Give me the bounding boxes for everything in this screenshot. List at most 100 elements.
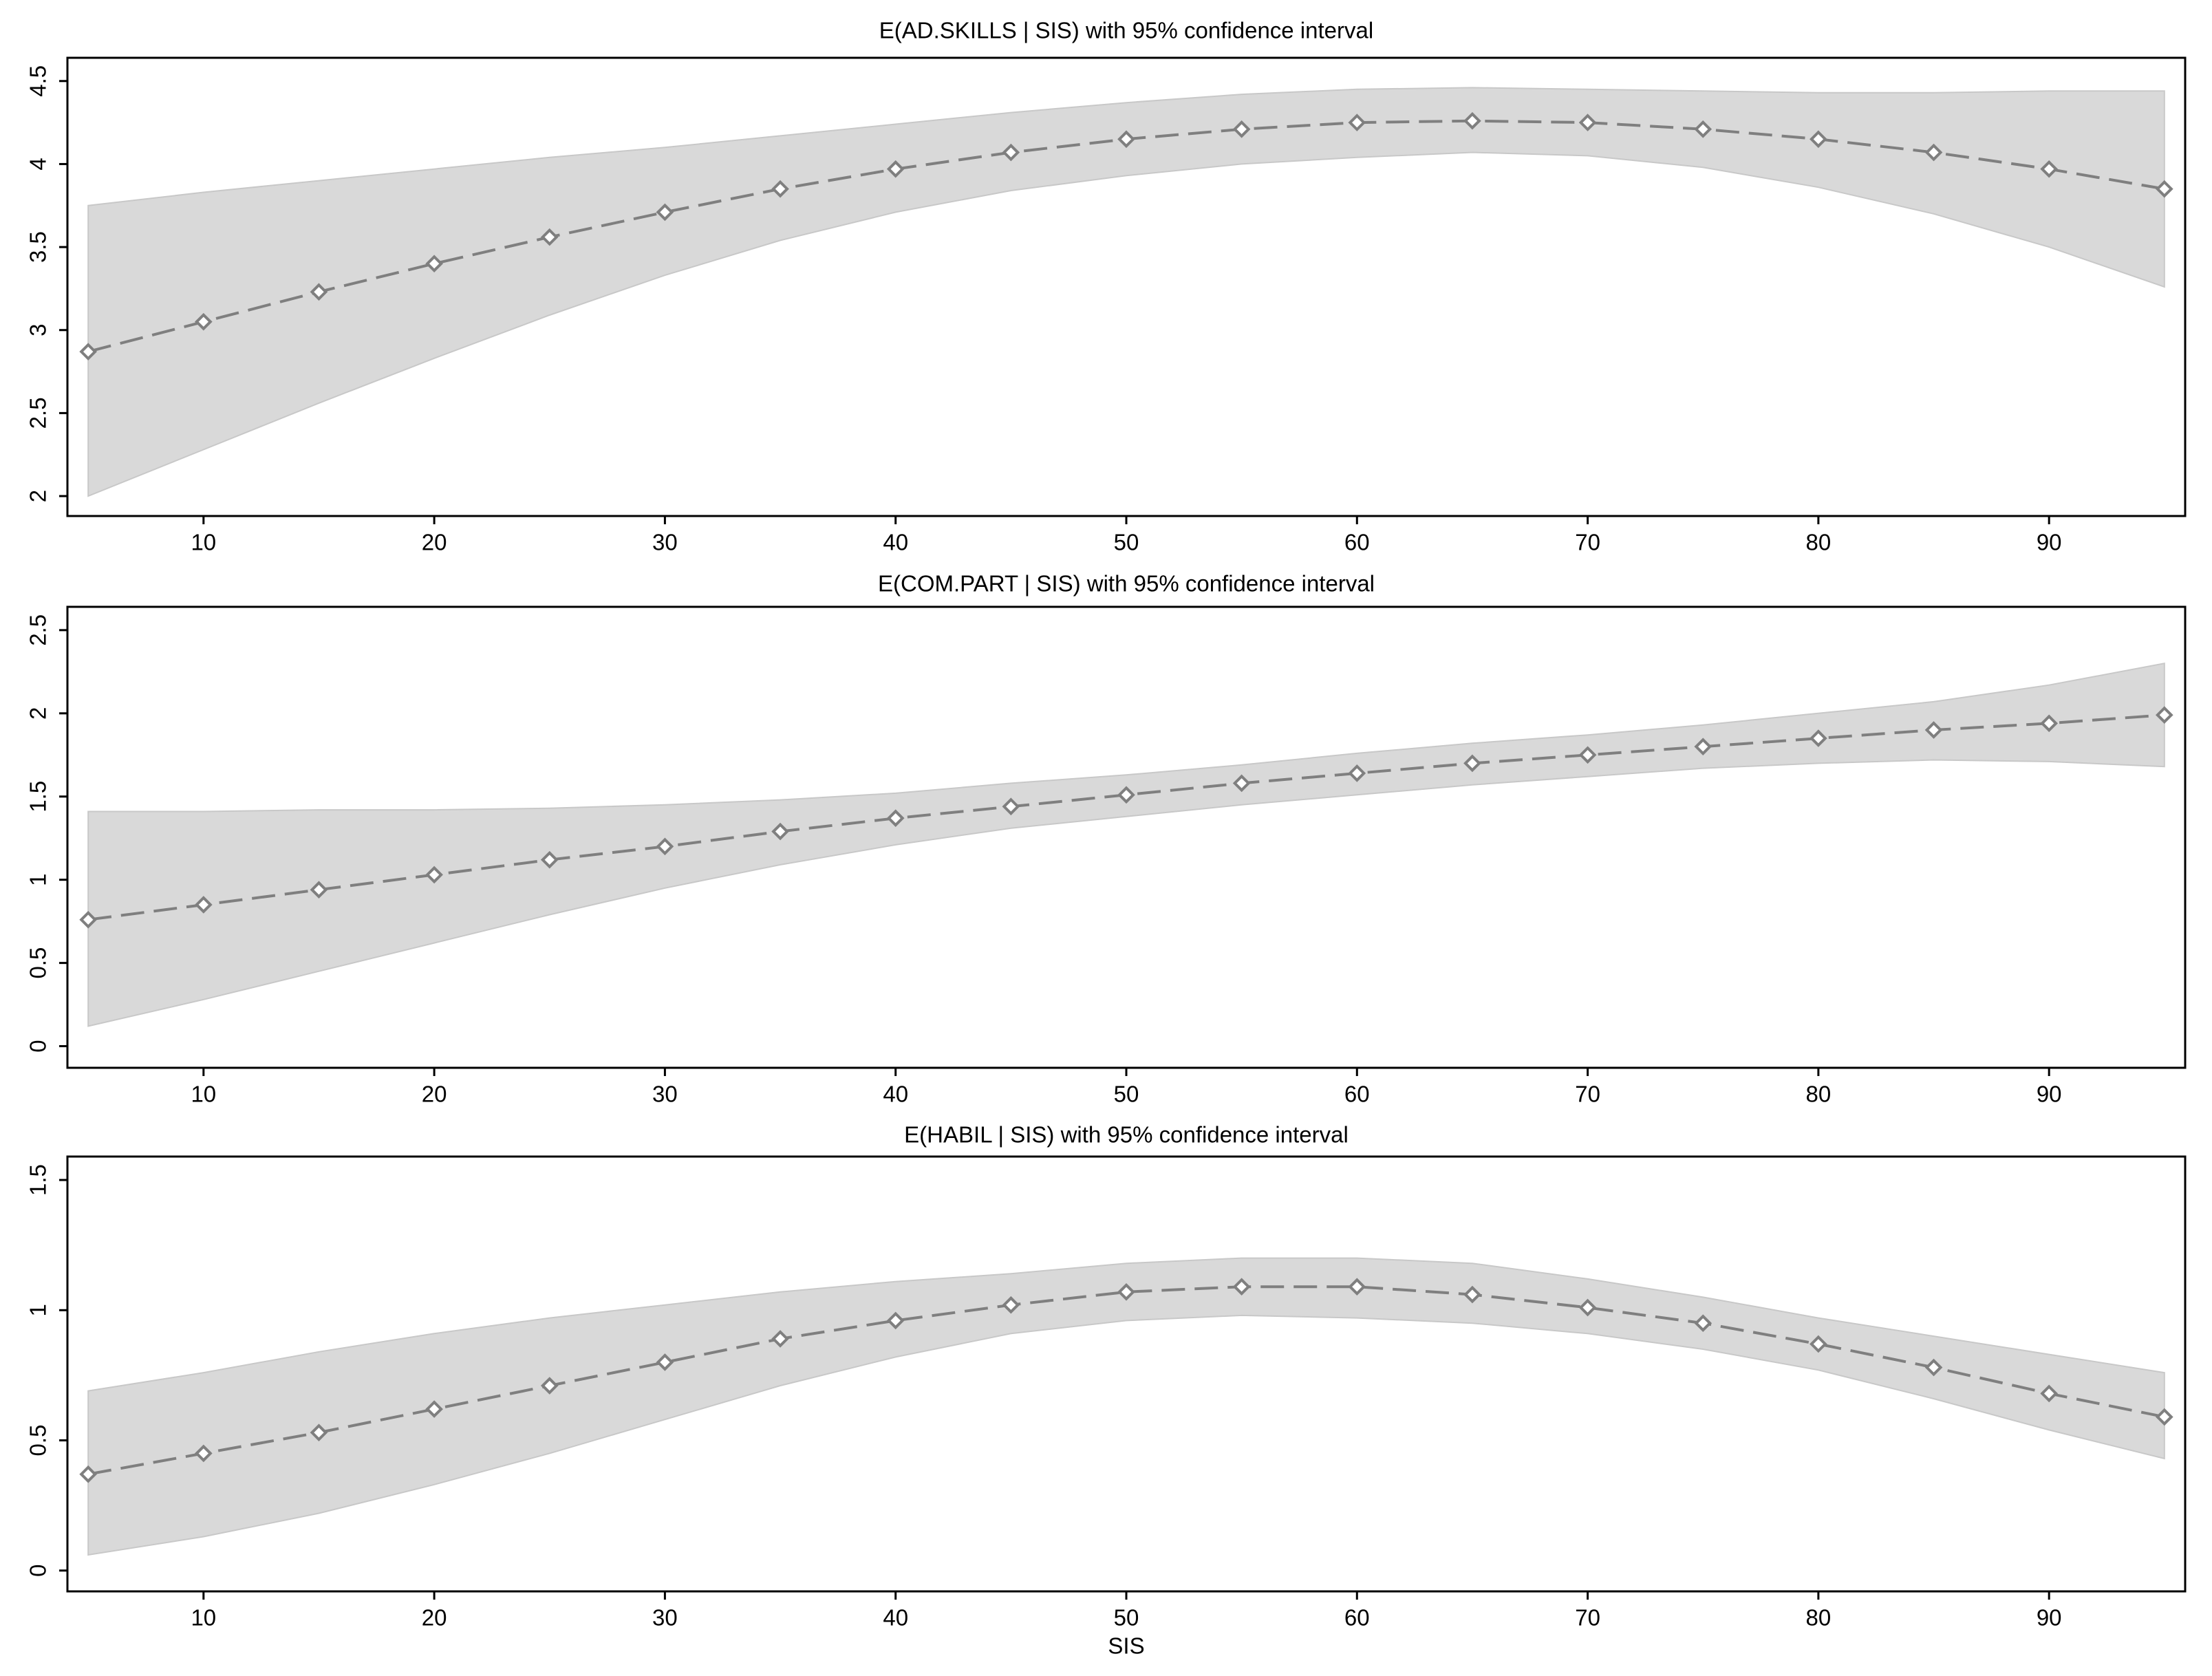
- marker: [1924, 1358, 1943, 1377]
- x-tick-label: 20: [422, 1605, 447, 1631]
- marker: [1810, 729, 1827, 747]
- x-tick-label: 30: [652, 1082, 678, 1107]
- chart-title: E(HABIL | SIS) with 95% confidence inter…: [904, 1122, 1349, 1148]
- y-tick-label: 2.5: [25, 397, 51, 429]
- y-tick-label: 2: [25, 490, 51, 502]
- x-tick-label: 20: [422, 530, 447, 555]
- x-tick-label: 30: [652, 530, 678, 555]
- marker: [886, 1311, 905, 1330]
- marker: [79, 1465, 98, 1483]
- marker: [771, 822, 789, 841]
- x-tick-label: 60: [1344, 1605, 1370, 1631]
- marker: [771, 180, 789, 198]
- marker: [886, 160, 905, 178]
- marker: [2155, 706, 2173, 724]
- marker: [1232, 120, 1251, 138]
- y-tick-label: 0.5: [25, 1425, 51, 1457]
- marker: [79, 910, 98, 929]
- x-tick-label: 30: [652, 1605, 678, 1631]
- marker: [1117, 130, 1135, 149]
- y-tick-label: 0: [25, 1040, 51, 1052]
- marker: [1578, 1298, 1597, 1317]
- marker: [656, 837, 674, 856]
- marker: [1578, 114, 1597, 131]
- marker: [425, 1400, 443, 1418]
- marker: [1463, 1285, 1481, 1304]
- marker: [1002, 1296, 1020, 1314]
- marker: [194, 312, 213, 331]
- x-tick-label: 50: [1114, 1605, 1139, 1631]
- y-tick-label: 2: [25, 707, 51, 720]
- marker: [1694, 738, 1712, 756]
- marker: [2155, 180, 2173, 198]
- x-tick-label: 50: [1114, 530, 1139, 555]
- y-tick-label: 1: [25, 873, 51, 885]
- marker: [1002, 143, 1020, 162]
- y-tick-label: 4.5: [25, 65, 51, 97]
- x-tick-label: 90: [2037, 1605, 2062, 1631]
- x-tick-label: 60: [1344, 1082, 1370, 1107]
- marker: [540, 228, 559, 246]
- x-tick-label: 10: [191, 1605, 216, 1631]
- marker: [1002, 797, 1020, 816]
- marker: [540, 1377, 559, 1395]
- marker: [310, 1423, 328, 1441]
- marker: [2040, 160, 2059, 178]
- marker: [1348, 1278, 1366, 1296]
- x-tick-label: 10: [191, 530, 216, 555]
- marker: [656, 1353, 674, 1371]
- marker: [886, 809, 905, 828]
- marker: [79, 343, 98, 361]
- marker: [2040, 1384, 2059, 1403]
- x-tick-label: 70: [1575, 530, 1600, 555]
- marker: [1348, 114, 1366, 131]
- y-tick-label: 0: [25, 1565, 51, 1577]
- marker: [656, 203, 674, 222]
- x-tick-label: 50: [1114, 1082, 1139, 1107]
- marker: [1578, 746, 1597, 764]
- chart-title: E(COM.PART | SIS) with 95% confidence in…: [878, 571, 1375, 597]
- x-tick-label: 40: [883, 1082, 908, 1107]
- marker: [1694, 120, 1712, 138]
- x-tick-label: 70: [1575, 1605, 1600, 1631]
- y-tick-label: 1.5: [25, 1164, 51, 1196]
- marker: [1463, 111, 1481, 130]
- x-tick-label: 40: [883, 1605, 908, 1631]
- y-tick-label: 1: [25, 1304, 51, 1316]
- y-tick-label: 3.5: [25, 231, 51, 263]
- marker: [1694, 1314, 1712, 1333]
- marker: [1232, 774, 1251, 793]
- marker: [2040, 714, 2059, 733]
- y-tick-label: 0.5: [25, 947, 51, 979]
- x-tick-label: 80: [1806, 1605, 1832, 1631]
- y-tick-label: 1.5: [25, 781, 51, 813]
- marker: [1810, 130, 1827, 149]
- marker: [1463, 754, 1481, 773]
- confidence-band: [87, 662, 2165, 1027]
- y-tick-label: 3: [25, 324, 51, 336]
- marker: [540, 850, 559, 869]
- marker: [1924, 721, 1943, 739]
- marker: [1348, 764, 1366, 782]
- marker: [2155, 1408, 2173, 1426]
- confidence-band: [87, 87, 2165, 497]
- x-tick-label: 60: [1344, 530, 1370, 555]
- marker: [425, 255, 443, 273]
- y-tick-label: 2.5: [25, 614, 51, 646]
- marker: [425, 866, 443, 884]
- marker: [1232, 1278, 1251, 1296]
- chart-title: E(AD.SKILLS | SIS) with 95% confidence i…: [879, 18, 1373, 43]
- marker: [1117, 1282, 1135, 1301]
- y-tick-label: 4: [25, 158, 51, 170]
- x-tick-label: 80: [1806, 1082, 1832, 1107]
- x-tick-label: 90: [2037, 530, 2062, 555]
- x-tick-label: 40: [883, 530, 908, 555]
- marker: [310, 283, 328, 301]
- marker: [771, 1330, 789, 1348]
- x-tick-label: 70: [1575, 1082, 1600, 1107]
- marker: [1810, 1335, 1827, 1353]
- x-tick-label: 10: [191, 1082, 216, 1107]
- confidence-band: [87, 1257, 2165, 1556]
